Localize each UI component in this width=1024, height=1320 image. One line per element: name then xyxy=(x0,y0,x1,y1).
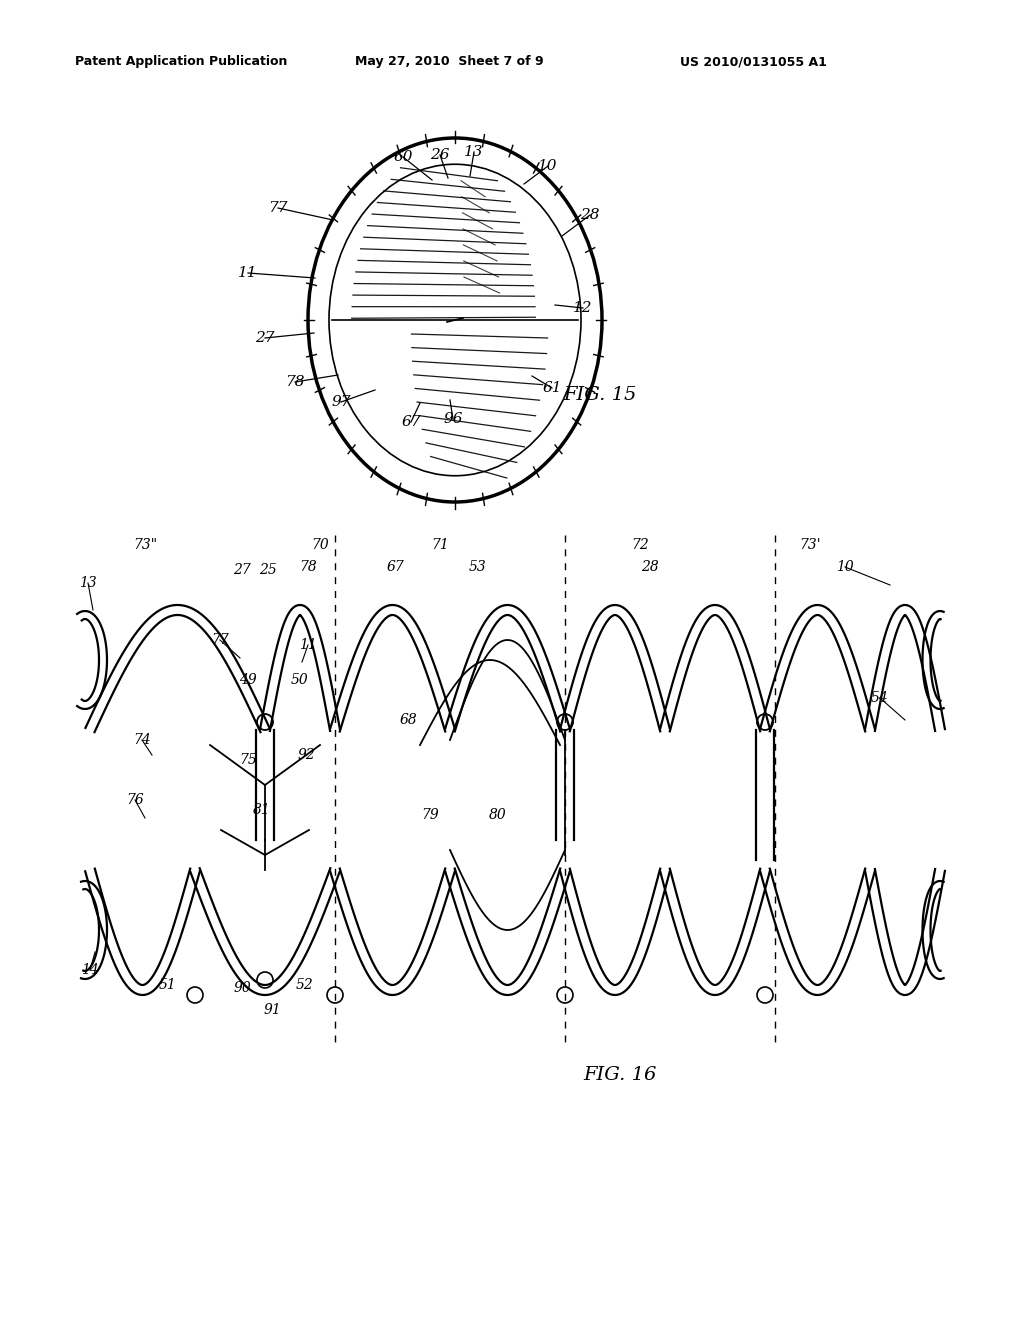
Text: 27: 27 xyxy=(233,564,251,577)
Text: 68: 68 xyxy=(399,713,417,727)
Text: 49: 49 xyxy=(240,673,257,686)
Text: Patent Application Publication: Patent Application Publication xyxy=(75,55,288,69)
Text: 71: 71 xyxy=(431,539,449,552)
Text: US 2010/0131055 A1: US 2010/0131055 A1 xyxy=(680,55,826,69)
Text: 96: 96 xyxy=(443,412,463,426)
Text: 13: 13 xyxy=(79,576,97,590)
Text: 74: 74 xyxy=(133,733,151,747)
Text: 28: 28 xyxy=(581,209,600,222)
Text: 92: 92 xyxy=(297,748,314,762)
Text: 54: 54 xyxy=(871,690,889,705)
Text: 78: 78 xyxy=(286,375,305,389)
Text: 25: 25 xyxy=(259,564,276,577)
Text: 76: 76 xyxy=(126,793,144,807)
Text: 26: 26 xyxy=(430,148,450,162)
Text: 72: 72 xyxy=(631,539,649,552)
Text: 77: 77 xyxy=(268,201,288,215)
Text: 80: 80 xyxy=(489,808,507,822)
Text: 61: 61 xyxy=(543,381,562,395)
Text: 11: 11 xyxy=(299,638,316,652)
Text: 10: 10 xyxy=(837,560,854,574)
Text: 73": 73" xyxy=(133,539,157,552)
Text: May 27, 2010  Sheet 7 of 9: May 27, 2010 Sheet 7 of 9 xyxy=(355,55,544,69)
Text: 75: 75 xyxy=(240,752,257,767)
Text: 51: 51 xyxy=(159,978,177,993)
Text: 90: 90 xyxy=(233,981,251,995)
Text: FIG. 15: FIG. 15 xyxy=(563,385,637,404)
Text: 11: 11 xyxy=(239,267,258,280)
Text: 28: 28 xyxy=(641,560,658,574)
Text: 91: 91 xyxy=(263,1003,281,1016)
Text: 97: 97 xyxy=(331,395,351,409)
Text: 12: 12 xyxy=(573,301,593,315)
Text: 78: 78 xyxy=(299,560,316,574)
Text: 52: 52 xyxy=(296,978,314,993)
Text: FIG. 16: FIG. 16 xyxy=(584,1067,656,1084)
Text: 53: 53 xyxy=(469,560,486,574)
Text: 79: 79 xyxy=(421,808,439,822)
Text: 67: 67 xyxy=(401,414,421,429)
Text: 77: 77 xyxy=(211,634,229,647)
Text: 27: 27 xyxy=(255,331,274,345)
Text: 70: 70 xyxy=(311,539,329,552)
Text: 73': 73' xyxy=(799,539,821,552)
Text: 13: 13 xyxy=(464,145,483,158)
Text: 67: 67 xyxy=(386,560,403,574)
Text: 10: 10 xyxy=(539,158,558,173)
Text: 14: 14 xyxy=(81,964,99,977)
Text: 50: 50 xyxy=(291,673,309,686)
Text: 60: 60 xyxy=(393,150,413,164)
Text: 81: 81 xyxy=(253,803,271,817)
